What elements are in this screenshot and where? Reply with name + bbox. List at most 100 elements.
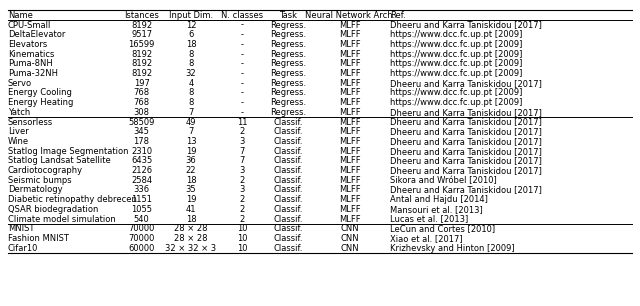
Text: CNN: CNN — [341, 234, 360, 243]
Text: MLFF: MLFF — [339, 108, 361, 117]
Text: 6435: 6435 — [131, 156, 152, 165]
Text: Regress.: Regress. — [270, 79, 306, 88]
Text: https://www.dcc.fc.up.pt [2009]: https://www.dcc.fc.up.pt [2009] — [390, 98, 522, 107]
Text: 3: 3 — [239, 166, 244, 175]
Text: CPU-Small: CPU-Small — [8, 21, 51, 30]
Text: Classif.: Classif. — [273, 127, 303, 136]
Text: Classif.: Classif. — [273, 166, 303, 175]
Text: 3: 3 — [239, 137, 244, 146]
Text: Diabetic retinopathy debrecen: Diabetic retinopathy debrecen — [8, 195, 136, 204]
Text: 1055: 1055 — [131, 205, 152, 214]
Text: https://www.dcc.fc.up.pt [2009]: https://www.dcc.fc.up.pt [2009] — [390, 40, 522, 49]
Text: Classif.: Classif. — [273, 224, 303, 233]
Text: CNN: CNN — [341, 244, 360, 253]
Text: 345: 345 — [134, 127, 150, 136]
Text: -: - — [241, 98, 243, 107]
Text: 768: 768 — [134, 88, 150, 98]
Text: Sensorless: Sensorless — [8, 118, 53, 127]
Text: MLFF: MLFF — [339, 40, 361, 49]
Text: Mansouri et al. [2013]: Mansouri et al. [2013] — [390, 205, 483, 214]
Text: Cardiotocography: Cardiotocography — [8, 166, 83, 175]
Text: 10: 10 — [237, 244, 247, 253]
Text: 2: 2 — [239, 127, 244, 136]
Text: 8: 8 — [188, 50, 194, 59]
Text: -: - — [241, 69, 243, 78]
Text: MLFF: MLFF — [339, 137, 361, 146]
Text: Classif.: Classif. — [273, 147, 303, 156]
Text: 8192: 8192 — [131, 50, 152, 59]
Text: Classif.: Classif. — [273, 176, 303, 185]
Text: 41: 41 — [186, 205, 196, 214]
Text: 9517: 9517 — [131, 30, 152, 39]
Text: MNIST: MNIST — [8, 224, 34, 233]
Text: 8: 8 — [188, 98, 194, 107]
Text: 6: 6 — [188, 30, 194, 39]
Text: https://www.dcc.fc.up.pt [2009]: https://www.dcc.fc.up.pt [2009] — [390, 50, 522, 59]
Text: Regress.: Regress. — [270, 30, 306, 39]
Text: 2: 2 — [239, 176, 244, 185]
Text: MLFF: MLFF — [339, 88, 361, 98]
Text: MLFF: MLFF — [339, 166, 361, 175]
Text: Regress.: Regress. — [270, 59, 306, 68]
Text: 60000: 60000 — [129, 244, 155, 253]
Text: Dheeru and Karra Taniskidou [2017]: Dheeru and Karra Taniskidou [2017] — [390, 185, 542, 195]
Text: MLFF: MLFF — [339, 205, 361, 214]
Text: MLFF: MLFF — [339, 195, 361, 204]
Text: 13: 13 — [186, 137, 196, 146]
Text: Puma-32NH: Puma-32NH — [8, 69, 58, 78]
Text: 178: 178 — [134, 137, 150, 146]
Text: Krizhevsky and Hinton [2009]: Krizhevsky and Hinton [2009] — [390, 244, 515, 253]
Text: 7: 7 — [239, 156, 244, 165]
Text: MLFF: MLFF — [339, 118, 361, 127]
Text: Sikora and Wróbel [2010]: Sikora and Wróbel [2010] — [390, 176, 497, 185]
Text: 19: 19 — [186, 195, 196, 204]
Text: 70000: 70000 — [129, 234, 155, 243]
Text: Classif.: Classif. — [273, 185, 303, 195]
Text: Statlog Image Segmentation: Statlog Image Segmentation — [8, 147, 128, 156]
Text: Regress.: Regress. — [270, 21, 306, 30]
Text: LeCun and Cortes [2010]: LeCun and Cortes [2010] — [390, 224, 495, 233]
Text: 308: 308 — [134, 108, 150, 117]
Text: 2310: 2310 — [131, 147, 152, 156]
Text: Liver: Liver — [8, 127, 29, 136]
Text: MLFF: MLFF — [339, 156, 361, 165]
Text: 10: 10 — [237, 234, 247, 243]
Text: MLFF: MLFF — [339, 79, 361, 88]
Text: Dheeru and Karra Taniskidou [2017]: Dheeru and Karra Taniskidou [2017] — [390, 79, 542, 88]
Text: Classif.: Classif. — [273, 234, 303, 243]
Text: Classif.: Classif. — [273, 137, 303, 146]
Text: 28 × 28: 28 × 28 — [174, 224, 208, 233]
Text: Classif.: Classif. — [273, 118, 303, 127]
Text: 58509: 58509 — [129, 118, 155, 127]
Text: 10: 10 — [237, 224, 247, 233]
Text: Dermatology: Dermatology — [8, 185, 62, 195]
Text: 7: 7 — [188, 108, 194, 117]
Text: Dheeru and Karra Taniskidou [2017]: Dheeru and Karra Taniskidou [2017] — [390, 21, 542, 30]
Text: 28 × 28: 28 × 28 — [174, 234, 208, 243]
Text: 2584: 2584 — [131, 176, 152, 185]
Text: Elevators: Elevators — [8, 40, 47, 49]
Text: MLFF: MLFF — [339, 98, 361, 107]
Text: -: - — [241, 88, 243, 98]
Text: 32: 32 — [186, 69, 196, 78]
Text: 70000: 70000 — [129, 224, 155, 233]
Text: Statlog Landsat Satellite: Statlog Landsat Satellite — [8, 156, 111, 165]
Text: Yatch: Yatch — [8, 108, 30, 117]
Text: 2: 2 — [239, 205, 244, 214]
Text: MLFF: MLFF — [339, 50, 361, 59]
Text: CNN: CNN — [341, 224, 360, 233]
Text: -: - — [241, 50, 243, 59]
Text: Energy Heating: Energy Heating — [8, 98, 73, 107]
Text: https://www.dcc.fc.up.pt [2009]: https://www.dcc.fc.up.pt [2009] — [390, 59, 522, 68]
Text: MLFF: MLFF — [339, 215, 361, 224]
Text: Regress.: Regress. — [270, 88, 306, 98]
Text: Regress.: Regress. — [270, 50, 306, 59]
Text: MLFF: MLFF — [339, 30, 361, 39]
Text: 8192: 8192 — [131, 69, 152, 78]
Text: 22: 22 — [186, 166, 196, 175]
Text: 35: 35 — [186, 185, 196, 195]
Text: Servo: Servo — [8, 79, 32, 88]
Text: MLFF: MLFF — [339, 176, 361, 185]
Text: Dheeru and Karra Taniskidou [2017]: Dheeru and Karra Taniskidou [2017] — [390, 166, 542, 175]
Text: 2: 2 — [239, 195, 244, 204]
